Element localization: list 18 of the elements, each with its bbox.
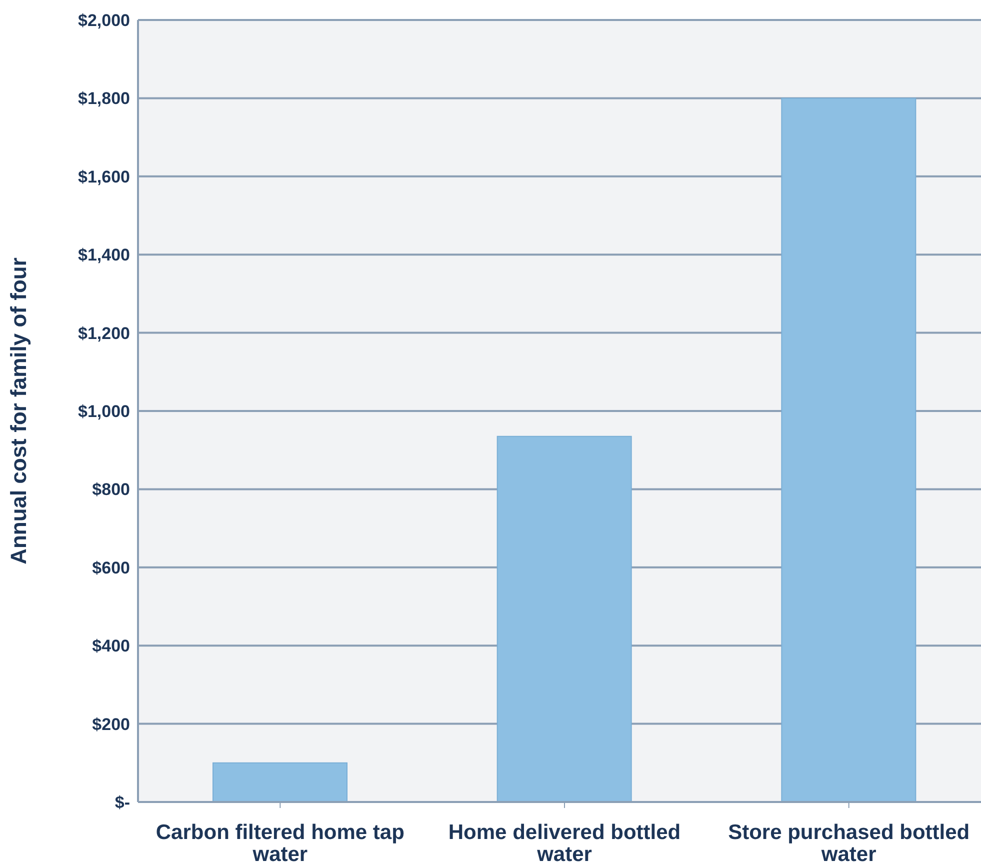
y-tick-label: $600 [92,558,130,578]
y-tick-label: $1,400 [78,246,130,265]
y-tick-label: $1,000 [78,402,130,422]
y-tick-label: $2,000 [78,11,130,30]
y-tick-label: $1,800 [78,89,130,108]
y-tick-label: $800 [92,480,130,500]
y-axis-title: Annual cost for family of four [6,257,31,564]
y-tick-label: $1,200 [78,324,130,343]
x-tick-label: Carbon filtered home tap water [156,820,404,866]
y-tick-label: $400 [92,636,130,656]
x-tick-label: Home delivered bottled water [448,820,681,866]
bar [496,436,632,802]
x-tick-label: Store purchased bottled water [728,820,970,866]
y-tick-label: $- [114,793,130,812]
bar [781,98,916,802]
y-tick-label: $1,600 [78,167,130,186]
y-tick-label: $200 [92,714,130,734]
bar [212,762,348,802]
